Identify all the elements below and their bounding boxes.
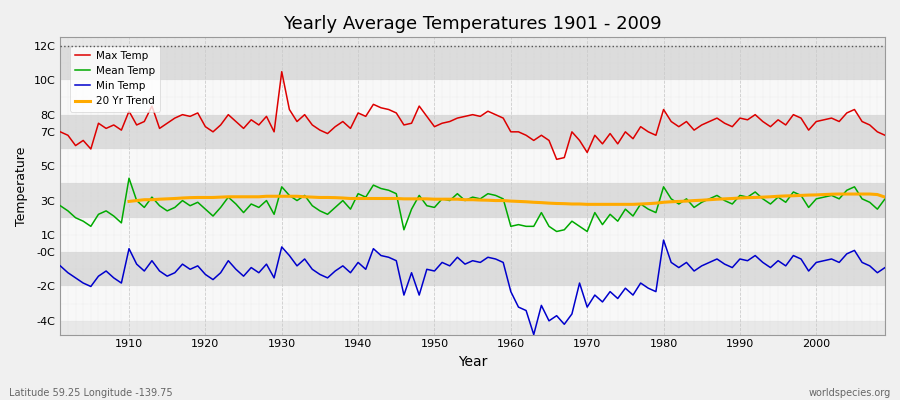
- Bar: [60, 183, 885, 218]
- Text: Latitude 59.25 Longitude -139.75: Latitude 59.25 Longitude -139.75: [9, 388, 173, 398]
- Legend: Max Temp, Mean Temp, Min Temp, 20 Yr Trend: Max Temp, Mean Temp, Min Temp, 20 Yr Tre…: [69, 46, 160, 112]
- Bar: [60, 149, 885, 183]
- Bar: [60, 218, 885, 252]
- Bar: [60, 115, 885, 149]
- Bar: [60, 286, 885, 321]
- Title: Yearly Average Temperatures 1901 - 2009: Yearly Average Temperatures 1901 - 2009: [284, 15, 662, 33]
- X-axis label: Year: Year: [458, 355, 487, 369]
- Bar: [60, 46, 885, 80]
- Bar: [60, 80, 885, 115]
- Y-axis label: Temperature: Temperature: [15, 146, 28, 226]
- Text: worldspecies.org: worldspecies.org: [809, 388, 891, 398]
- Bar: [60, 252, 885, 286]
